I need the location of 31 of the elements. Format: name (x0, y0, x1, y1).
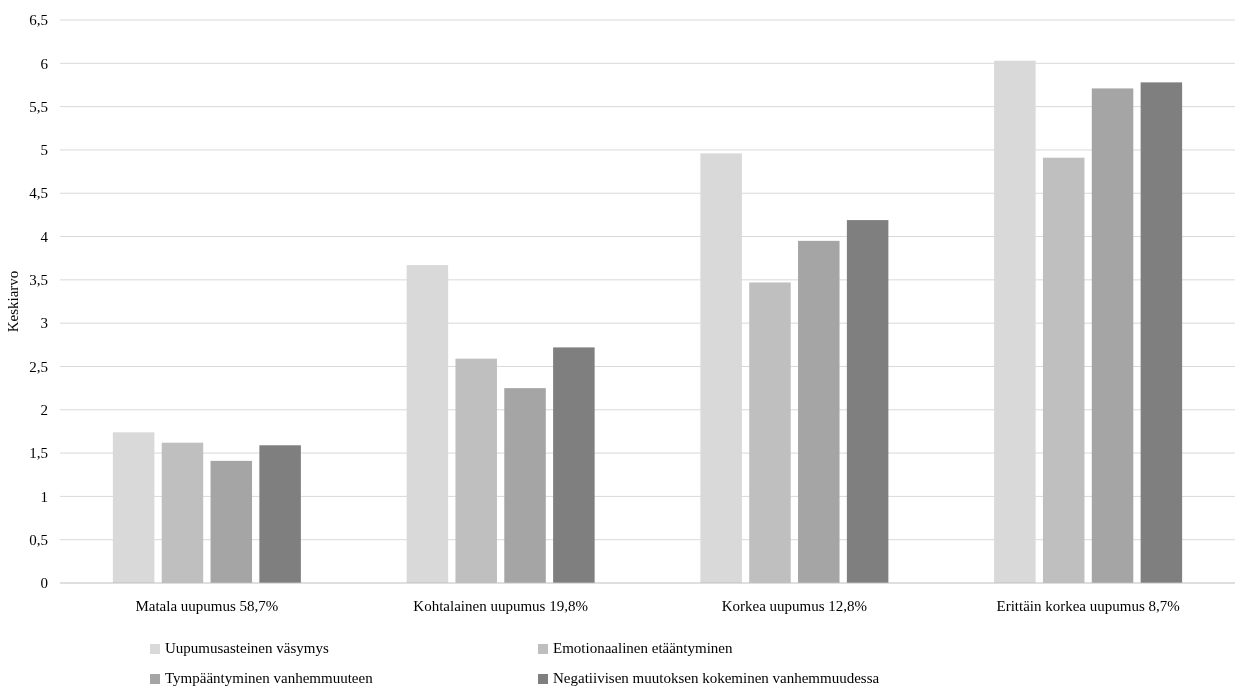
y-tick-label: 3 (40, 315, 48, 332)
x-tick-label: Korkea uupumus 12,8% (721, 598, 868, 614)
legend-label: Uupumusasteinen väsymys (165, 640, 329, 656)
y-axis-title: Keskiarvo (5, 270, 21, 333)
y-tick-label: 1 (40, 488, 48, 505)
x-tick-label: Erittäin korkea uupumus 8,7% (996, 598, 1180, 614)
bar (798, 240, 840, 583)
bar (846, 220, 889, 583)
bar (1091, 88, 1134, 583)
bar (259, 445, 301, 583)
y-tick-label: 3,5 (29, 272, 48, 289)
bar (1140, 82, 1183, 583)
legend-label: Negatiivisen muutoksen kokeminen vanhemmuudessa (553, 670, 880, 686)
x-tick-label: Kohtalainen uupumus 19,8% (413, 598, 588, 614)
y-tick-label: 5,5 (29, 98, 48, 115)
y-tick-label: 5 (40, 142, 48, 159)
y-tick-label: 1,5 (29, 445, 48, 462)
y-tick-label: 6 (40, 55, 49, 72)
bar (553, 347, 595, 583)
y-tick-label: 2 (40, 402, 48, 419)
y-tick-label: 0,5 (29, 531, 48, 548)
legend-label: Emotionaalinen etääntyminen (553, 640, 734, 656)
y-tick-label: 4 (40, 228, 49, 245)
legend-label: Tympääntyminen vanhemmuuteen (165, 670, 374, 686)
y-tick-label: 2,5 (29, 358, 48, 375)
bar (504, 388, 546, 583)
y-tick-label: 6,5 (29, 12, 48, 29)
bar (210, 460, 253, 583)
y-tick-label: 0 (40, 575, 48, 592)
y-tick-label: 4,5 (29, 185, 48, 202)
x-tick-label: Matala uupumus 58,7% (135, 598, 279, 614)
